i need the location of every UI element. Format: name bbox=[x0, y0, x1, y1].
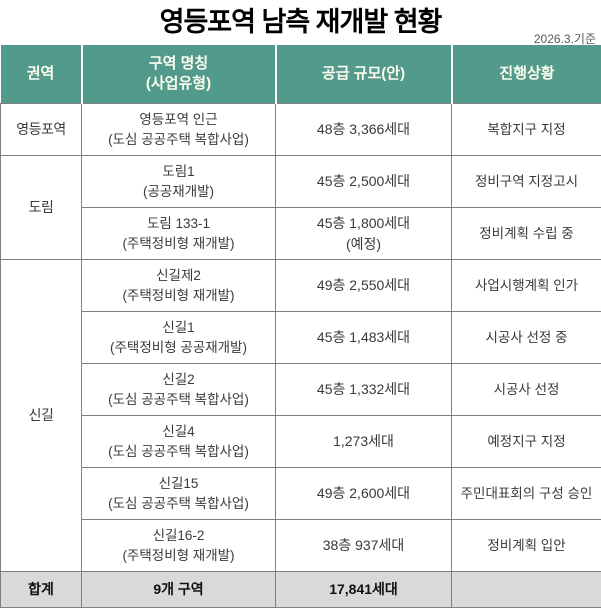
region-cell-yeongdeungpo: 영등포역 bbox=[0, 103, 82, 156]
supply-cell: 49층 2,550세대 bbox=[275, 259, 452, 312]
zone-name-cell: 영등포역 인근 (도심 공공주택 복합사업) bbox=[81, 103, 276, 156]
footer-zone-count-cell: 9개 구역 bbox=[81, 571, 276, 608]
region-cell-dorim: 도림 bbox=[0, 155, 82, 260]
status-cell: 예정지구 지정 bbox=[451, 415, 601, 468]
status-cell: 정비계획 수립 중 bbox=[451, 207, 601, 260]
table-row: 신길15 (도심 공공주택 복합사업) 49층 2,600세대 주민대표회의 구… bbox=[1, 467, 601, 520]
zone-name-cell: 신길16-2 (주택정비형 재개발) bbox=[81, 519, 276, 572]
table-row: 신길16-2 (주택정비형 재개발) 38층 937세대 정비계획 입안 bbox=[1, 519, 601, 572]
status-cell: 시공사 선정 중 bbox=[451, 311, 601, 364]
redevelopment-table: 권역 구역 명칭 (사업유형) 공급 규모(안) 진행상황 영등포역 영등포역 … bbox=[0, 45, 601, 608]
table-row: 신길 신길제2 (주택정비형 재개발) 49층 2,550세대 사업시행계획 인… bbox=[0, 259, 601, 572]
zone-name-cell: 신길제2 (주택정비형 재개발) bbox=[81, 259, 276, 312]
header-name-cell: 구역 명칭 (사업유형) bbox=[80, 45, 276, 104]
status-cell: 정비계획 입안 bbox=[451, 519, 601, 572]
supply-cell: 45층 1,332세대 bbox=[275, 363, 452, 416]
status-cell: 정비구역 지정고시 bbox=[451, 155, 601, 208]
supply-cell: 1,273세대 bbox=[275, 415, 452, 468]
table-row: 신길2 (도심 공공주택 복합사업) 45층 1,332세대 시공사 선정 bbox=[1, 363, 601, 416]
zone-name-cell: 신길2 (도심 공공주택 복합사업) bbox=[81, 363, 276, 416]
zone-name-cell: 신길4 (도심 공공주택 복합사업) bbox=[81, 415, 276, 468]
table-row: 영등포역 영등포역 인근 (도심 공공주택 복합사업) 48층 3,366세대 … bbox=[0, 103, 601, 156]
table-row: 신길4 (도심 공공주택 복합사업) 1,273세대 예정지구 지정 bbox=[1, 415, 601, 468]
supply-cell: 45층 1,483세대 bbox=[275, 311, 452, 364]
zone-name-cell: 신길15 (도심 공공주택 복합사업) bbox=[81, 467, 276, 520]
status-cell: 주민대표회의 구성 승인 bbox=[451, 467, 601, 520]
status-cell: 시공사 선정 bbox=[451, 363, 601, 416]
footer-total-cell: 17,841세대 bbox=[275, 571, 452, 608]
as-of-date: 2026.3.기준 bbox=[533, 32, 596, 46]
footer-empty-cell bbox=[451, 571, 601, 608]
status-cell: 사업시행계획 인가 bbox=[451, 259, 601, 312]
region-cell-singil: 신길 bbox=[0, 259, 82, 572]
page-title: 영등포역 남측 재개발 현황 bbox=[159, 7, 443, 37]
table-row: 도림 도림1 (공공재개발) 45층 2,500세대 정비구역 지정고시 bbox=[0, 155, 601, 260]
zone-name-cell: 도림 133-1 (주택정비형 재개발) bbox=[81, 207, 276, 260]
table-row: 도림 133-1 (주택정비형 재개발) 45층 1,800세대 (예정) 정비… bbox=[1, 207, 601, 260]
supply-cell: 38층 937세대 bbox=[275, 519, 452, 572]
header-row: 권역 구역 명칭 (사업유형) 공급 규모(안) 진행상황 bbox=[0, 45, 601, 104]
footer-label-cell: 합계 bbox=[0, 571, 82, 608]
status-cell: 복합지구 지정 bbox=[451, 103, 601, 156]
zone-name-cell: 도림1 (공공재개발) bbox=[81, 155, 276, 208]
footer-row: 합계 9개 구역 17,841세대 bbox=[0, 571, 601, 608]
table-row: 신길1 (주택정비형 공공재개발) 45층 1,483세대 시공사 선정 중 bbox=[1, 311, 601, 364]
supply-cell: 45층 2,500세대 bbox=[275, 155, 452, 208]
supply-cell: 48층 3,366세대 bbox=[275, 103, 452, 156]
supply-cell: 49층 2,600세대 bbox=[275, 467, 452, 520]
header-status-cell: 진행상황 bbox=[450, 45, 601, 104]
zone-name-cell: 신길1 (주택정비형 공공재개발) bbox=[81, 311, 276, 364]
header-supply-cell: 공급 규모(안) bbox=[274, 45, 452, 104]
header-region-cell: 권역 bbox=[0, 45, 82, 104]
supply-cell: 45층 1,800세대 (예정) bbox=[275, 207, 452, 260]
